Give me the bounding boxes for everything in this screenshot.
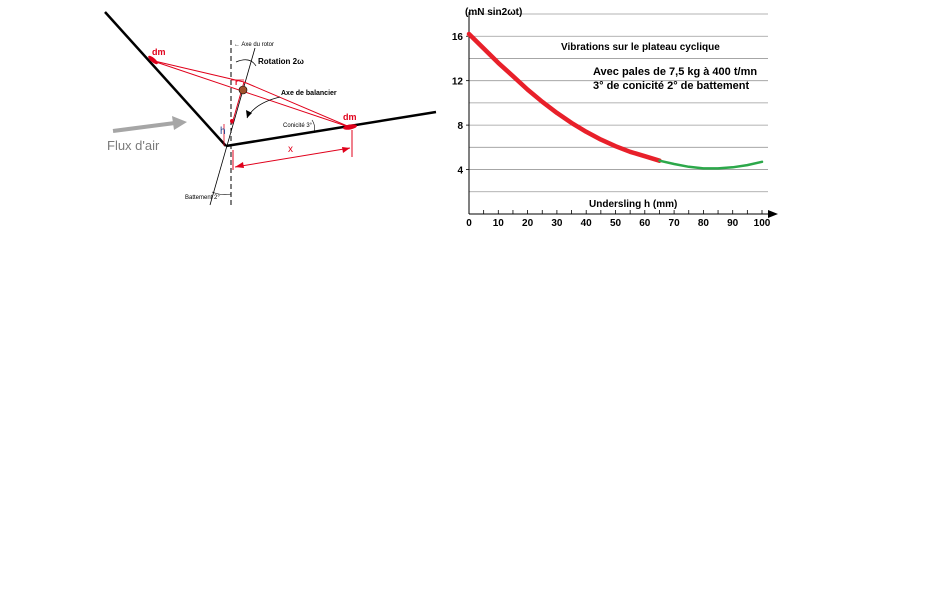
dm-mass-left bbox=[148, 55, 158, 65]
annotation-line-2: 3° de conicité 2° de battement bbox=[593, 80, 749, 92]
x-tick-label: 40 bbox=[581, 218, 593, 229]
battement-arc bbox=[211, 191, 232, 195]
conicity-arc bbox=[311, 119, 315, 134]
left-blade bbox=[104, 11, 227, 147]
x-arrowhead-right bbox=[342, 147, 350, 153]
x-dimension-line bbox=[234, 147, 351, 168]
x-arrowhead-left bbox=[235, 162, 244, 168]
h-label: h bbox=[220, 126, 226, 137]
vibration-chart: 0 10 20 30 40 50 60 70 80 90 100 4 8 12 16 (mN sin2ωt… bbox=[452, 7, 778, 229]
y-tick-label: 8 bbox=[457, 121, 463, 132]
balancier-label: Axe de balancier bbox=[281, 90, 337, 97]
x-tick-label: 100 bbox=[754, 218, 771, 229]
y-tick-label: 4 bbox=[457, 166, 463, 177]
chart-gridlines bbox=[469, 13, 768, 193]
tilted-axis bbox=[209, 47, 256, 206]
rotor-axis-label: ← Axe du rotor bbox=[234, 42, 274, 48]
chart-series bbox=[466, 31, 764, 170]
dm-label-left: dm bbox=[152, 47, 166, 57]
air-flow-label: Flux d'air bbox=[107, 138, 160, 153]
x-tick-label: 90 bbox=[727, 218, 739, 229]
rotation-label: Rotation 2ω bbox=[258, 57, 304, 66]
annotation-line-1: Avec pales de 7,5 kg à 400 t/mn bbox=[593, 66, 757, 78]
x-ticks: 0 10 20 30 40 50 60 70 80 90 100 bbox=[466, 210, 771, 229]
right-blade bbox=[225, 110, 437, 148]
x-tick-label: 20 bbox=[522, 218, 534, 229]
y-axis-label: (mN sin2ωt) bbox=[465, 7, 522, 18]
chart-title: Vibrations sur le plateau cyclique bbox=[561, 42, 720, 53]
y-tick-label: 12 bbox=[452, 77, 464, 88]
y-ticks: 4 8 12 16 bbox=[452, 32, 469, 177]
dm-label-right: dm bbox=[343, 112, 357, 122]
x-tick-label: 0 bbox=[466, 218, 472, 229]
balancier-arrowhead bbox=[246, 110, 252, 118]
red-line-dm-right-to-top bbox=[243, 81, 353, 129]
dm-mass-right bbox=[343, 124, 357, 130]
hub-weight bbox=[238, 85, 248, 95]
r-label: r bbox=[235, 78, 238, 87]
x-tick-label: 30 bbox=[551, 218, 563, 229]
y-tick-label: 16 bbox=[452, 32, 464, 43]
series-line-2 bbox=[658, 159, 764, 170]
red-line-left-to-right-dm bbox=[149, 59, 353, 129]
rotor-diagram: dm dm ← Axe du rotor Rotation 2ω Axe de … bbox=[104, 11, 437, 206]
conicity-label: Conicité 3° bbox=[283, 123, 313, 129]
rotation-arrow bbox=[235, 59, 257, 67]
air-flow-arrow bbox=[112, 121, 176, 133]
air-flow-arrowhead bbox=[172, 116, 187, 130]
x-tick-label: 60 bbox=[639, 218, 651, 229]
x-axis-arrowhead bbox=[768, 210, 778, 218]
series-line-1 bbox=[466, 31, 662, 163]
balance-axis-point bbox=[230, 119, 234, 123]
x-tick-label: 80 bbox=[698, 218, 710, 229]
battement-label: Battement 2° bbox=[185, 195, 220, 201]
red-line-dm-to-hub-left bbox=[149, 59, 245, 83]
x-label: x bbox=[288, 144, 293, 155]
x-tick-label: 10 bbox=[493, 218, 505, 229]
x-tick-label: 70 bbox=[669, 218, 681, 229]
balancier-arrow bbox=[246, 96, 281, 119]
x-tick-label: 50 bbox=[610, 218, 622, 229]
x-axis-label: Undersling h (mm) bbox=[589, 199, 677, 210]
